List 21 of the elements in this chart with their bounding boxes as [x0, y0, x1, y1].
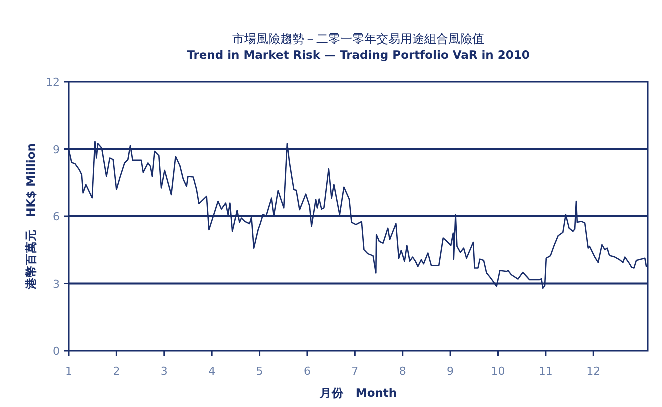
x-tick-label: 6 — [304, 365, 311, 378]
x-tick-label: 4 — [208, 365, 216, 378]
x-tick-label: 10 — [491, 365, 506, 378]
y-tick-label: 12 — [46, 76, 60, 89]
x-tick-label: 1 — [66, 365, 72, 378]
chart-subtitle: Trend in Market Risk — Trading Portfolio VaR in 2010 — [187, 48, 530, 62]
x-tick-label: 5 — [256, 365, 264, 378]
x-tick-label: 3 — [160, 365, 168, 378]
x-tick-label: 8 — [399, 365, 406, 378]
x-tick-label: 12 — [586, 365, 601, 378]
y-tick-label: 9 — [53, 143, 60, 156]
y-tick-label: 3 — [53, 278, 60, 291]
chart-title: 市場風險趨勢－二零一零年交易用途組合風險值 — [232, 32, 484, 46]
x-tick-label: 7 — [352, 365, 359, 378]
x-axis-title: 月份 Month — [318, 386, 398, 400]
x-tick-label: 11 — [538, 365, 553, 378]
y-axis-title: 港幣百萬元 HK$ Million — [24, 144, 38, 290]
x-tick-label: 2 — [113, 365, 120, 378]
y-tick-label: 6 — [53, 210, 60, 224]
x-tick-label: 9 — [447, 365, 454, 378]
y-tick-label: 0 — [53, 345, 60, 358]
